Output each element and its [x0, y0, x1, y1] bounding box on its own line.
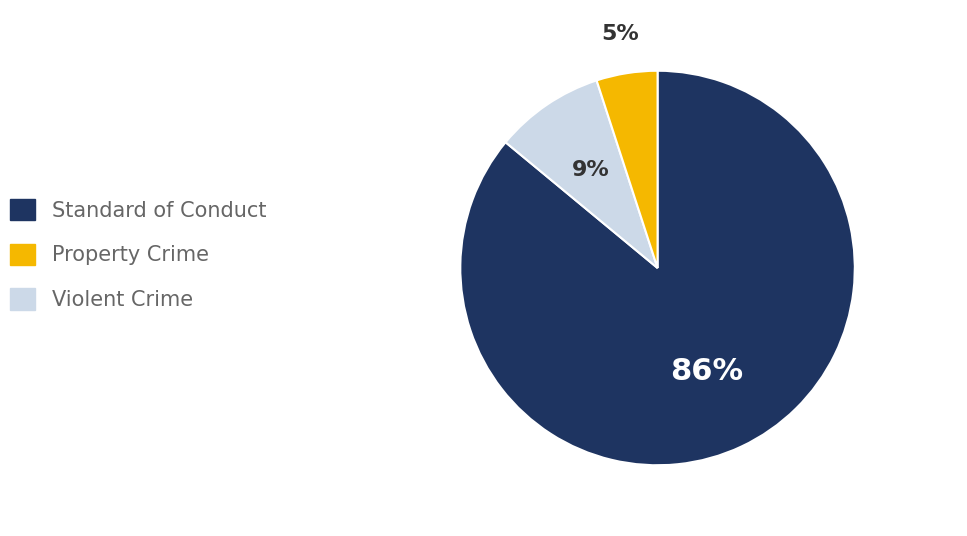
Text: 9%: 9%: [572, 160, 610, 180]
Legend: Standard of Conduct, Property Crime, Violent Crime: Standard of Conduct, Property Crime, Vio…: [11, 199, 267, 310]
Text: 86%: 86%: [670, 357, 743, 386]
Wedge shape: [460, 71, 855, 465]
Wedge shape: [597, 71, 658, 268]
Text: 5%: 5%: [601, 24, 639, 44]
Wedge shape: [506, 80, 658, 268]
